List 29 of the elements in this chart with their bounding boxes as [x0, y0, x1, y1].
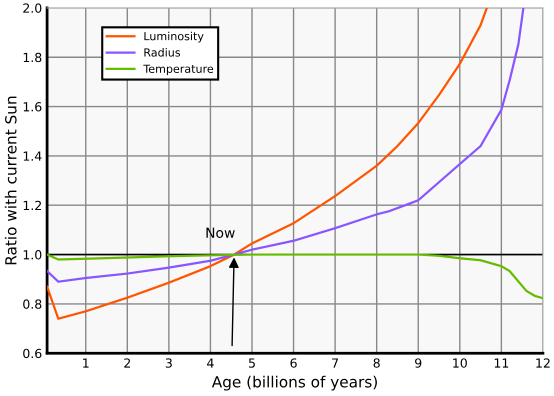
- annotation: Now: [206, 228, 235, 238]
- legend-label: Temperature: [143, 64, 214, 76]
- y-tick-label: 1.6: [24, 102, 42, 112]
- x-tick-label: 8: [374, 358, 380, 368]
- line-series: [47, 8, 524, 283]
- x-tick-label: 1: [83, 358, 89, 368]
- x-tick-label: 12: [536, 358, 550, 368]
- x-tick-label: 4: [207, 358, 214, 368]
- x-tick-label: 2: [124, 358, 130, 368]
- x-tick-label: 5: [248, 358, 255, 368]
- x-axis-title: Age (billions of years): [212, 376, 377, 391]
- y-axis-title: Ratio with current Sun: [4, 96, 17, 264]
- x-tick-label: 9: [415, 358, 422, 368]
- y-tick-label: 2.0: [23, 3, 42, 13]
- legend-label: Radius: [144, 48, 180, 57]
- x-tick-label: 11: [494, 358, 508, 368]
- line-series: [47, 253, 543, 300]
- x-tick-label: 10: [453, 358, 467, 368]
- y-tick-label: 0.8: [23, 299, 42, 309]
- x-tick-label: 7: [332, 358, 338, 368]
- x-tick-label: 3: [166, 358, 172, 368]
- line-series: [47, 8, 488, 320]
- x-tick-label: 6: [290, 358, 297, 368]
- legend-label: Luminosity: [144, 32, 204, 42]
- y-tick-label: 1.2: [24, 200, 41, 210]
- y-tick-label: 0.6: [23, 348, 42, 358]
- y-tick-label: 1.4: [24, 152, 42, 161]
- y-tick-label: 1.8: [24, 52, 42, 62]
- y-tick-label: 1.0: [24, 250, 42, 260]
